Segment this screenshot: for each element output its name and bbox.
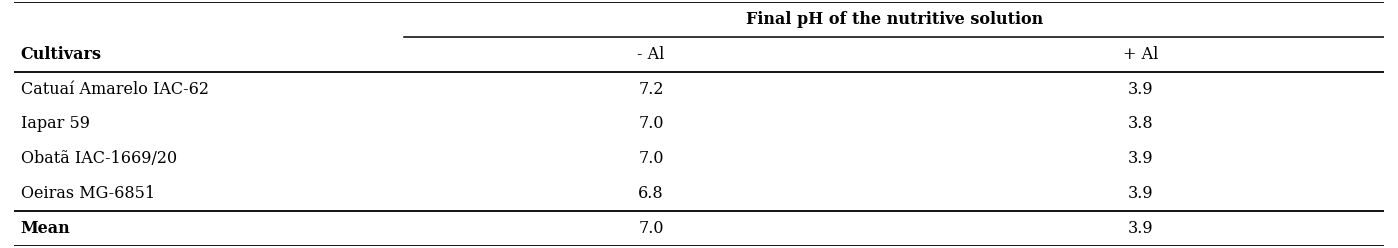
Text: Cultivars: Cultivars	[21, 46, 102, 63]
Text: 3.9: 3.9	[1128, 185, 1153, 202]
Text: 3.9: 3.9	[1128, 81, 1153, 98]
Text: 7.2: 7.2	[639, 81, 664, 98]
Text: 3.9: 3.9	[1128, 150, 1153, 167]
Text: 7.0: 7.0	[639, 116, 664, 132]
Text: Final pH of the nutritive solution: Final pH of the nutritive solution	[745, 11, 1043, 28]
Text: Oeiras MG-6851: Oeiras MG-6851	[21, 185, 155, 202]
Text: Obatã IAC-1669/20: Obatã IAC-1669/20	[21, 150, 178, 167]
Text: 7.0: 7.0	[639, 150, 664, 167]
Text: - Al: - Al	[637, 46, 664, 63]
Text: Catuaí Amarelo IAC-62: Catuaí Amarelo IAC-62	[21, 81, 208, 98]
Text: 6.8: 6.8	[639, 185, 664, 202]
Text: 3.8: 3.8	[1128, 116, 1153, 132]
Text: Mean: Mean	[21, 220, 70, 237]
Text: 7.0: 7.0	[639, 220, 664, 237]
Text: + Al: + Al	[1123, 46, 1159, 63]
Text: Iapar 59: Iapar 59	[21, 116, 89, 132]
Text: 3.9: 3.9	[1128, 220, 1153, 237]
